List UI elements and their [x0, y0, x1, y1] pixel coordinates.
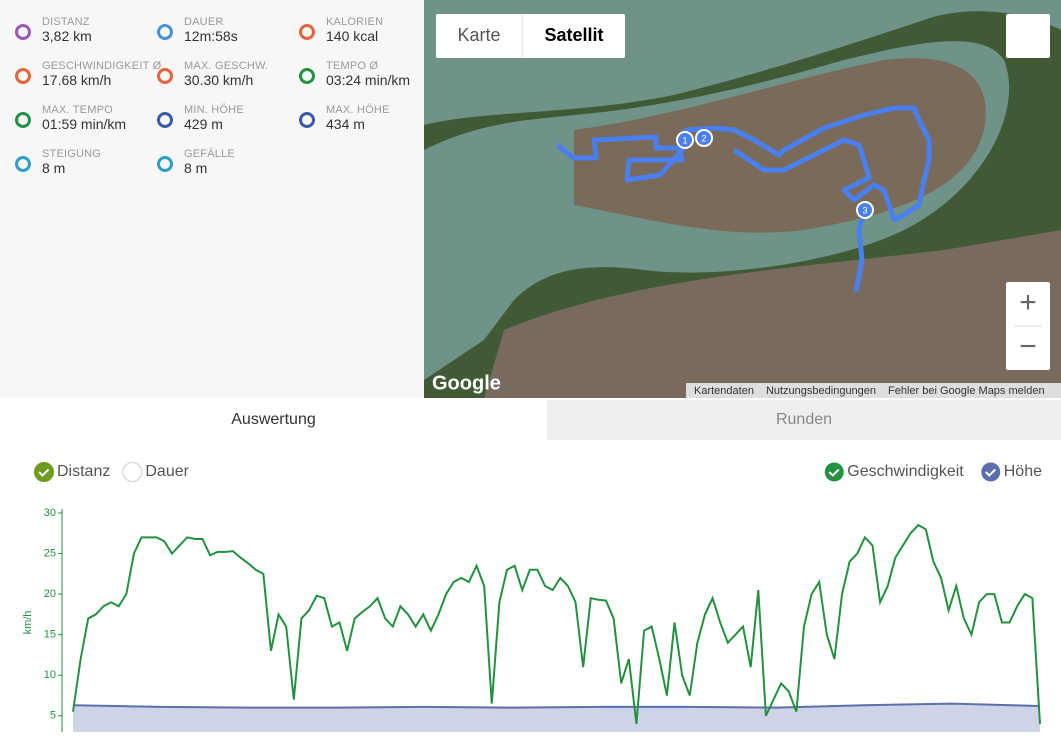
y-tick-label: 5	[50, 710, 56, 722]
stat-value: 17.68 km/h	[42, 72, 112, 88]
stat-icon	[299, 68, 315, 84]
stat-value: 12m:58s	[184, 28, 238, 44]
stat-icon	[15, 68, 31, 84]
stat-value: 8 m	[42, 160, 66, 176]
stat-icon	[299, 112, 315, 128]
stat-label: MIN. HÖHE	[184, 104, 244, 116]
toggle-checkbox[interactable]	[34, 462, 54, 482]
stat-label: MAX. TEMPO	[42, 104, 113, 116]
series-line	[72, 523, 1041, 725]
route-marker	[856, 201, 874, 219]
legend-marker[interactable]	[981, 462, 1001, 482]
route-marker	[676, 131, 694, 149]
stat-icon	[15, 24, 31, 40]
stats-panel: DISTANZ 3,82 km DAUER 12m:58s KALORIEN 140 kc…	[0, 0, 424, 398]
check-mark	[985, 468, 996, 477]
stat-icon	[157, 156, 173, 172]
stat-value: 3,82 km	[42, 28, 92, 44]
chart: 5 10 15 20 25 30 km/h Distanz Dauer Geschwindigke…	[22, 462, 1042, 732]
stat-label: TEMPO Ø	[326, 60, 379, 72]
stat-icon	[15, 156, 31, 172]
stat-icon	[157, 24, 173, 40]
tab[interactable]: Runden	[547, 400, 1061, 440]
check-mark	[828, 468, 840, 477]
toggle-label[interactable]: Dauer	[145, 463, 189, 480]
series-line	[72, 702, 1041, 709]
zoom-button[interactable]: +	[1019, 286, 1037, 319]
route-marker-label: 2	[701, 133, 706, 143]
legend-label[interactable]: Höhe	[1004, 463, 1042, 480]
y-tick-label: 25	[44, 547, 56, 559]
map-type-button[interactable]: Satellit	[544, 25, 603, 45]
stat-icon	[157, 112, 173, 128]
y-tick-label: 15	[44, 629, 56, 641]
stat-value: 01:59 min/km	[42, 116, 127, 132]
y-tick-label: 20	[44, 588, 56, 600]
stat-label: KALORIEN	[326, 16, 384, 28]
stat-label: STEIGUNG	[42, 148, 102, 160]
stat-label: GESCHWINDIGKEIT Ø	[42, 60, 162, 72]
route-marker-label: 1	[682, 135, 687, 145]
y-axis-label: km/h	[22, 611, 34, 635]
toggle-label[interactable]: Distanz	[57, 463, 110, 480]
route-marker	[695, 129, 713, 147]
area	[73, 703, 1040, 732]
legend-label[interactable]: Geschwindigkeit	[847, 463, 964, 480]
y-tick-label: 30	[44, 507, 56, 519]
stat-icon	[15, 112, 31, 128]
map-type-button[interactable]: Karte	[457, 25, 500, 45]
legend-marker[interactable]	[824, 462, 844, 482]
stat-value: 434 m	[326, 116, 365, 132]
stat-label: MAX. GESCHW.	[184, 60, 269, 72]
tab[interactable]: Auswertung	[0, 400, 547, 441]
y-tick-label: 10	[44, 669, 56, 681]
stat-label: DISTANZ	[42, 16, 90, 28]
toggle-checkbox[interactable]	[122, 462, 143, 482]
stat-value: 30.30 km/h	[184, 72, 254, 88]
map-footer-link[interactable]: Fehler bei Google Maps melden	[888, 385, 1045, 397]
map-footer-link[interactable]: Nutzungsbedingungen	[766, 385, 876, 397]
stat-label: DAUER	[184, 16, 224, 28]
map-footer-link[interactable]: Kartendaten	[694, 385, 754, 397]
route-marker-label: 3	[862, 205, 867, 215]
stat-value: 8 m	[184, 160, 208, 176]
stat-icon	[157, 68, 173, 84]
stat-value: 429 m	[184, 116, 223, 132]
map[interactable]: Karte Satellit + − Google 1 2 3 Kartendaten Nutzu…	[424, 0, 1061, 398]
stat-icon	[299, 24, 315, 40]
check-mark	[38, 468, 50, 477]
zoom-button[interactable]: −	[1019, 330, 1037, 363]
stat-label: MAX. HÖHE	[326, 104, 390, 116]
map-logo: Google	[432, 372, 501, 394]
stat-value: 140 kcal	[326, 28, 379, 44]
stat-value: 03:24 min/km	[326, 72, 411, 88]
stat-label: GEFÄLLE	[184, 148, 235, 160]
